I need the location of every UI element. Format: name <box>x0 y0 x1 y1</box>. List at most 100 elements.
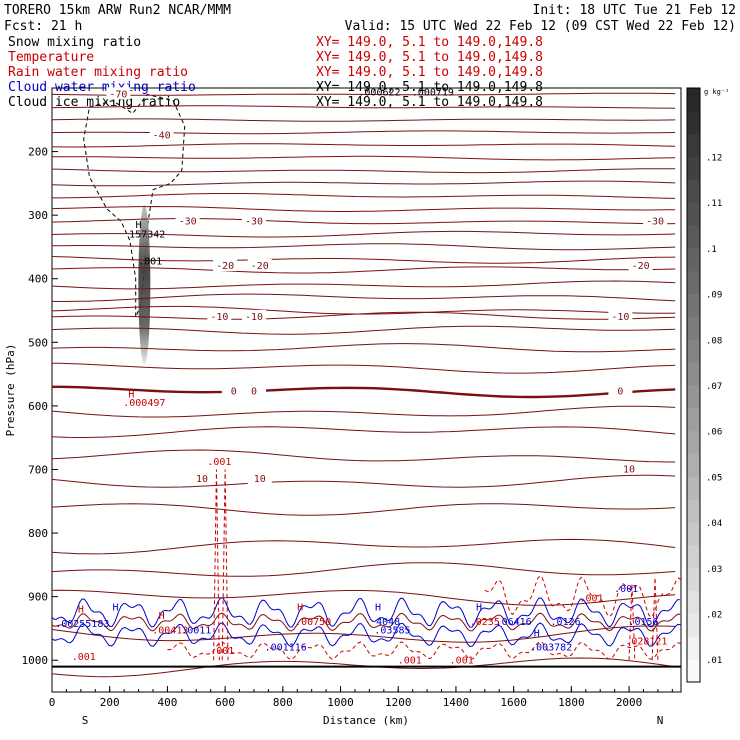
isotherm-label-bg <box>213 259 238 272</box>
contour-annotation: H <box>375 603 381 614</box>
isotherm-line <box>51 118 676 122</box>
contour-annotations: H157342.001H.000497.000622.000719.001.00… <box>55 88 667 667</box>
colorbar-segment <box>687 316 700 340</box>
colorbar-segment <box>687 522 700 546</box>
x-tick-label: 800 <box>273 696 293 709</box>
contour-annotation: .03585 <box>374 626 410 637</box>
contour-annotation: H <box>112 603 118 614</box>
isotherm-line <box>51 305 676 315</box>
isotherm-line <box>51 180 676 187</box>
legend-xy-info: XY= 149.0, 5.1 to 149.0,149.8 <box>316 50 543 65</box>
y-tick-label: 200 <box>28 146 48 159</box>
legend-name: Rain water mixing ratio <box>8 65 188 80</box>
isotherm-line <box>51 243 676 251</box>
contour-annotation: .001 <box>72 652 96 663</box>
colorbar-segment <box>687 659 700 683</box>
contour-annotation: H <box>128 390 134 401</box>
rain-shaft <box>628 583 636 661</box>
rain-shaft <box>221 469 229 661</box>
isotherm-line <box>51 362 676 374</box>
colorbar-frame <box>686 87 701 683</box>
legend-name: Snow mixing ratio <box>8 35 141 50</box>
isotherm-label-bg <box>221 384 246 397</box>
y-tick-label: 500 <box>28 336 48 349</box>
isotherm-label: 0 <box>231 386 237 397</box>
isotherm-line <box>52 385 676 399</box>
isotherm-label-bg <box>149 128 174 141</box>
isotherm-label: -70 <box>109 89 127 100</box>
colorbar-segment <box>687 613 700 637</box>
y-axis-label: Pressure (hPa) <box>4 344 17 437</box>
isotherm-line <box>51 343 676 353</box>
isotherm-label-bg <box>106 87 131 100</box>
isotherm-label: -30 <box>179 217 197 228</box>
colorbar-tick-label: .02 <box>706 610 722 620</box>
colorbar-segment <box>687 293 700 317</box>
contour-annotation: .003782 <box>530 643 572 654</box>
isotherm-label-bg <box>247 259 272 272</box>
contour-annotation: .0156 <box>628 617 658 628</box>
isotherm-label-bg <box>608 309 633 322</box>
x-tick-label: 600 <box>215 696 235 709</box>
cloud-ice-contour <box>83 93 186 318</box>
isotherm-line <box>51 503 676 516</box>
isotherm-line <box>51 218 676 225</box>
isotherm-line <box>51 293 676 303</box>
x-axis: 0 200 400 600 800 1000 1200 1400 1600 1800 2000 <box>49 686 673 709</box>
colorbar-segment <box>687 88 700 112</box>
field-legend: Snow mixing ratio XY= 149.0, 5.1 to 149.0… <box>8 35 543 110</box>
isotherm-label: 10 <box>196 474 208 485</box>
isotherm-label: -10 <box>611 312 629 323</box>
contour-annotation: .0011 <box>181 626 211 637</box>
y-axis: 200 300 400 500 600 700 800 900 1000 <box>22 146 58 667</box>
colorbar-segment <box>687 476 700 500</box>
header-valid: Valid: 15 UTC Wed 22 Feb 12 (09 CST Wed … <box>345 19 736 34</box>
colorbar-tick-label: .01 <box>706 656 722 666</box>
colorbar-tick-label: .07 <box>706 382 722 392</box>
colorbar-segment <box>687 339 700 363</box>
colorbar-segment <box>687 110 700 135</box>
isotherm-label-bg <box>617 462 642 475</box>
contour-annotation: .00413 <box>152 626 188 637</box>
isotherm-line <box>51 562 676 577</box>
colorbar-segment <box>687 156 700 180</box>
contour-annotation: .06416 <box>496 617 532 628</box>
isotherm-label: -40 <box>153 131 171 142</box>
isotherm-label: -20 <box>251 261 269 272</box>
isotherm-line <box>51 325 676 335</box>
contour-annotation: .001 <box>450 655 474 666</box>
colorbar-tick-label: .09 <box>706 291 722 301</box>
colorbar-segment <box>687 362 700 386</box>
legend-name: Temperature <box>8 50 94 65</box>
colorbar-unit: g kg⁻¹ <box>704 88 729 96</box>
colorbar-tick-label: .12 <box>706 154 722 164</box>
y-tick-label: 400 <box>28 273 48 286</box>
isotherm-label-bg <box>241 309 266 322</box>
colorbar-segment <box>687 225 700 249</box>
rain-shaft <box>213 469 220 661</box>
contour-annotation: H <box>78 605 84 616</box>
isotherm-label: -30 <box>245 217 263 228</box>
contour-annotation: .001 <box>138 257 162 268</box>
isotherm-line <box>51 538 676 555</box>
colorbar-tick-label: .03 <box>706 565 722 575</box>
colorbar-segment <box>687 179 700 203</box>
header-fcst: Fcst: 21 h <box>4 19 82 34</box>
header-init: Init: 18 UTC Tue 21 Feb 12 <box>533 3 737 18</box>
x-tick-label: 1200 <box>385 696 412 709</box>
x-tick-label: 200 <box>100 696 120 709</box>
isotherm-line <box>51 449 676 463</box>
cloud-ice-contours <box>83 93 186 318</box>
y-tick-label: 800 <box>28 527 48 540</box>
isotherm-line <box>51 589 676 606</box>
legend-xy-info: XY= 149.0, 5.1 to 149.0,149.8 <box>316 95 543 110</box>
isotherm-line <box>51 266 676 274</box>
colorbar-segment <box>687 567 700 592</box>
colorbar-tick-label: .05 <box>706 473 722 483</box>
contour-annotation: .001 <box>207 457 231 468</box>
north-end-label: N <box>657 714 664 727</box>
contour-annotation: .0126 <box>551 617 581 628</box>
contour-annotation: .001 <box>398 655 422 666</box>
y-tick-label: 300 <box>28 209 48 222</box>
